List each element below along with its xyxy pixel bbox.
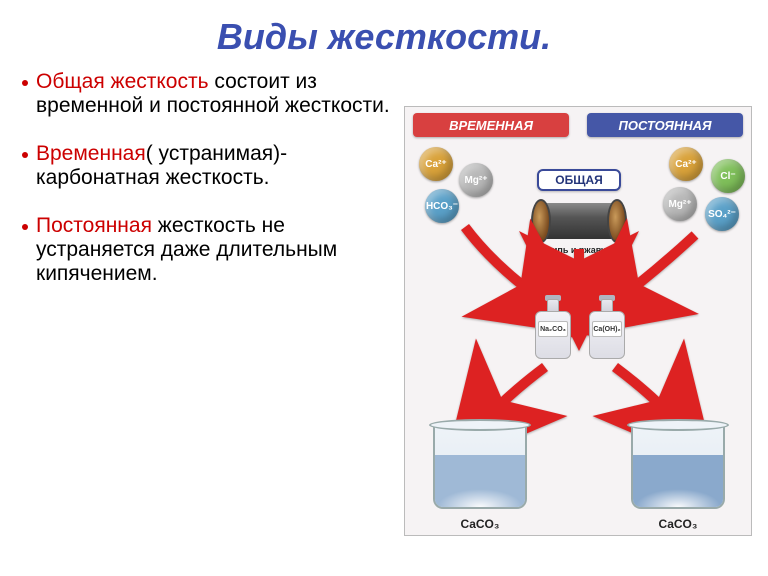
reagent-flask: Ca(OH)₂ xyxy=(585,299,629,361)
bullet-lead: Временная xyxy=(36,142,146,165)
pipe-caption: Накипь и ржавчина xyxy=(533,245,625,255)
hardness-diagram: ВРЕМЕННАЯ ПОСТОЯННАЯ ОБЩАЯ Ca²⁺Mg²⁺HCO₃⁻… xyxy=(404,106,752,536)
ion-badge: Mg²⁺ xyxy=(459,163,493,197)
beaker-caption: CaCO₃ xyxy=(623,517,733,531)
slide-title: Виды жесткости. xyxy=(0,0,768,58)
bullet-dot xyxy=(22,80,28,86)
bullet-dot xyxy=(22,152,28,158)
ion-badge: Ca²⁺ xyxy=(669,147,703,181)
bullet-item: Общая жесткость состоит из временной и п… xyxy=(22,70,392,118)
header-temporary: ВРЕМЕННАЯ xyxy=(413,113,569,137)
beaker-caption: CaCO₃ xyxy=(425,517,535,531)
bullet-lead: Общая жесткость xyxy=(36,70,214,93)
header-total: ОБЩАЯ xyxy=(537,169,621,191)
content-row: Общая жесткость состоит из временной и п… xyxy=(0,58,768,536)
beaker: CaCO₃ xyxy=(623,419,733,515)
pipe-icon xyxy=(531,199,627,243)
ion-badge: Cl⁻ xyxy=(711,159,745,193)
bullet-item: Постоянная жесткость не устраняется даже… xyxy=(22,214,392,286)
bullet-dot xyxy=(22,224,28,230)
ion-badge: Mg²⁺ xyxy=(663,187,697,221)
bullet-lead: Постоянная xyxy=(36,214,158,237)
ion-badge: Ca²⁺ xyxy=(419,147,453,181)
ion-badge: HCO₃⁻ xyxy=(425,189,459,223)
header-permanent: ПОСТОЯННАЯ xyxy=(587,113,743,137)
ion-badge: SO₄²⁻ xyxy=(705,197,739,231)
bullet-list: Общая жесткость состоит из временной и п… xyxy=(22,70,392,536)
beaker: CaCO₃ xyxy=(425,419,535,515)
reagent-flask: Na₂CO₃ xyxy=(531,299,575,361)
bullet-item: Временная( устранимая)- карбонатная жест… xyxy=(22,142,392,190)
